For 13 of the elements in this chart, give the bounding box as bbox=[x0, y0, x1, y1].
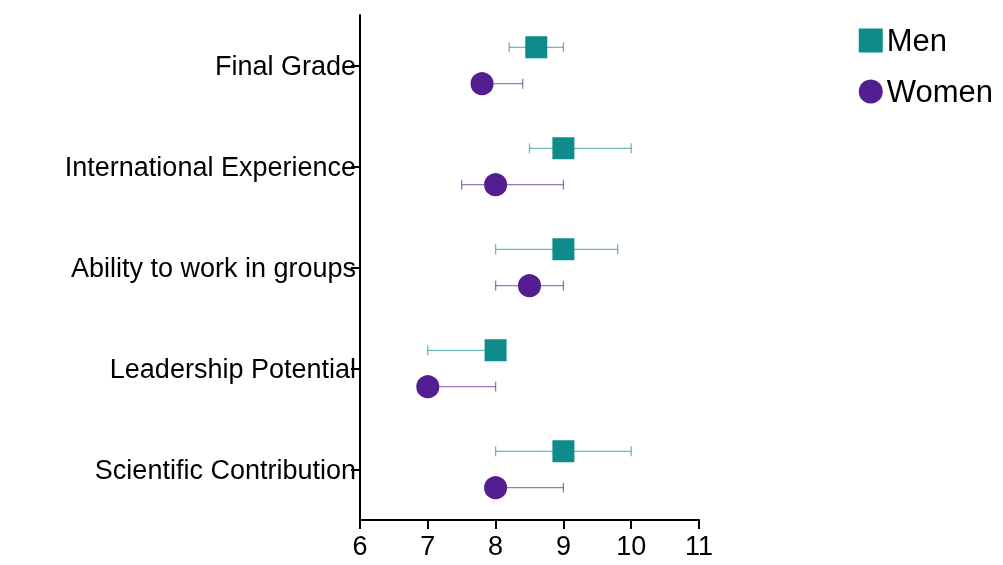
x-tick-label: 6 bbox=[352, 530, 368, 561]
y-tick-label: Leadership Potential bbox=[109, 353, 356, 384]
x-tick-label: 11 bbox=[684, 530, 714, 561]
y-tick-label: Final Grade bbox=[214, 50, 356, 81]
legend-label: Women bbox=[886, 74, 994, 109]
x-tick-label: 8 bbox=[488, 530, 504, 561]
x-tick-label: 10 bbox=[616, 530, 647, 561]
x-tick-label: 9 bbox=[555, 530, 571, 561]
x-tick-label: 7 bbox=[420, 530, 436, 561]
legend-label: Men bbox=[886, 23, 948, 58]
y-tick-label: Ability to work in groups bbox=[70, 252, 356, 283]
y-tick-label: Scientific Contribution bbox=[94, 454, 356, 485]
y-tick-label: International Experience bbox=[64, 151, 356, 182]
